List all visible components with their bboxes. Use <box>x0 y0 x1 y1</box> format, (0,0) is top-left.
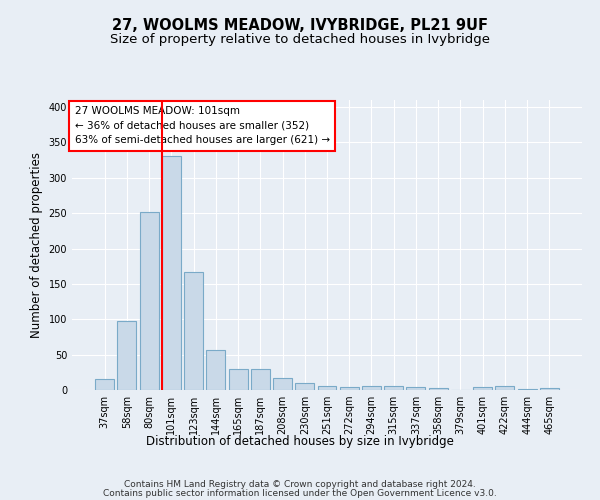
Text: 27, WOOLMS MEADOW, IVYBRIDGE, PL21 9UF: 27, WOOLMS MEADOW, IVYBRIDGE, PL21 9UF <box>112 18 488 32</box>
Bar <box>95 380 114 390</box>
Bar <box>295 383 314 390</box>
Text: Contains HM Land Registry data © Crown copyright and database right 2024.: Contains HM Land Registry data © Crown c… <box>124 480 476 489</box>
Bar <box>473 387 492 390</box>
Bar <box>206 350 225 390</box>
Bar <box>340 387 359 390</box>
Bar <box>229 370 248 390</box>
Text: 27 WOOLMS MEADOW: 101sqm
← 36% of detached houses are smaller (352)
63% of semi-: 27 WOOLMS MEADOW: 101sqm ← 36% of detach… <box>74 106 329 146</box>
Bar <box>162 156 181 390</box>
Y-axis label: Number of detached properties: Number of detached properties <box>30 152 43 338</box>
Bar <box>273 378 292 390</box>
Bar <box>384 386 403 390</box>
Bar <box>118 322 136 390</box>
Text: Distribution of detached houses by size in Ivybridge: Distribution of detached houses by size … <box>146 435 454 448</box>
Bar <box>362 386 381 390</box>
Bar <box>406 387 425 390</box>
Bar <box>429 388 448 390</box>
Bar <box>184 272 203 390</box>
Bar <box>540 388 559 390</box>
Bar <box>140 212 158 390</box>
Bar <box>251 370 270 390</box>
Text: Contains public sector information licensed under the Open Government Licence v3: Contains public sector information licen… <box>103 489 497 498</box>
Text: Size of property relative to detached houses in Ivybridge: Size of property relative to detached ho… <box>110 32 490 46</box>
Bar <box>317 386 337 390</box>
Bar <box>496 386 514 390</box>
